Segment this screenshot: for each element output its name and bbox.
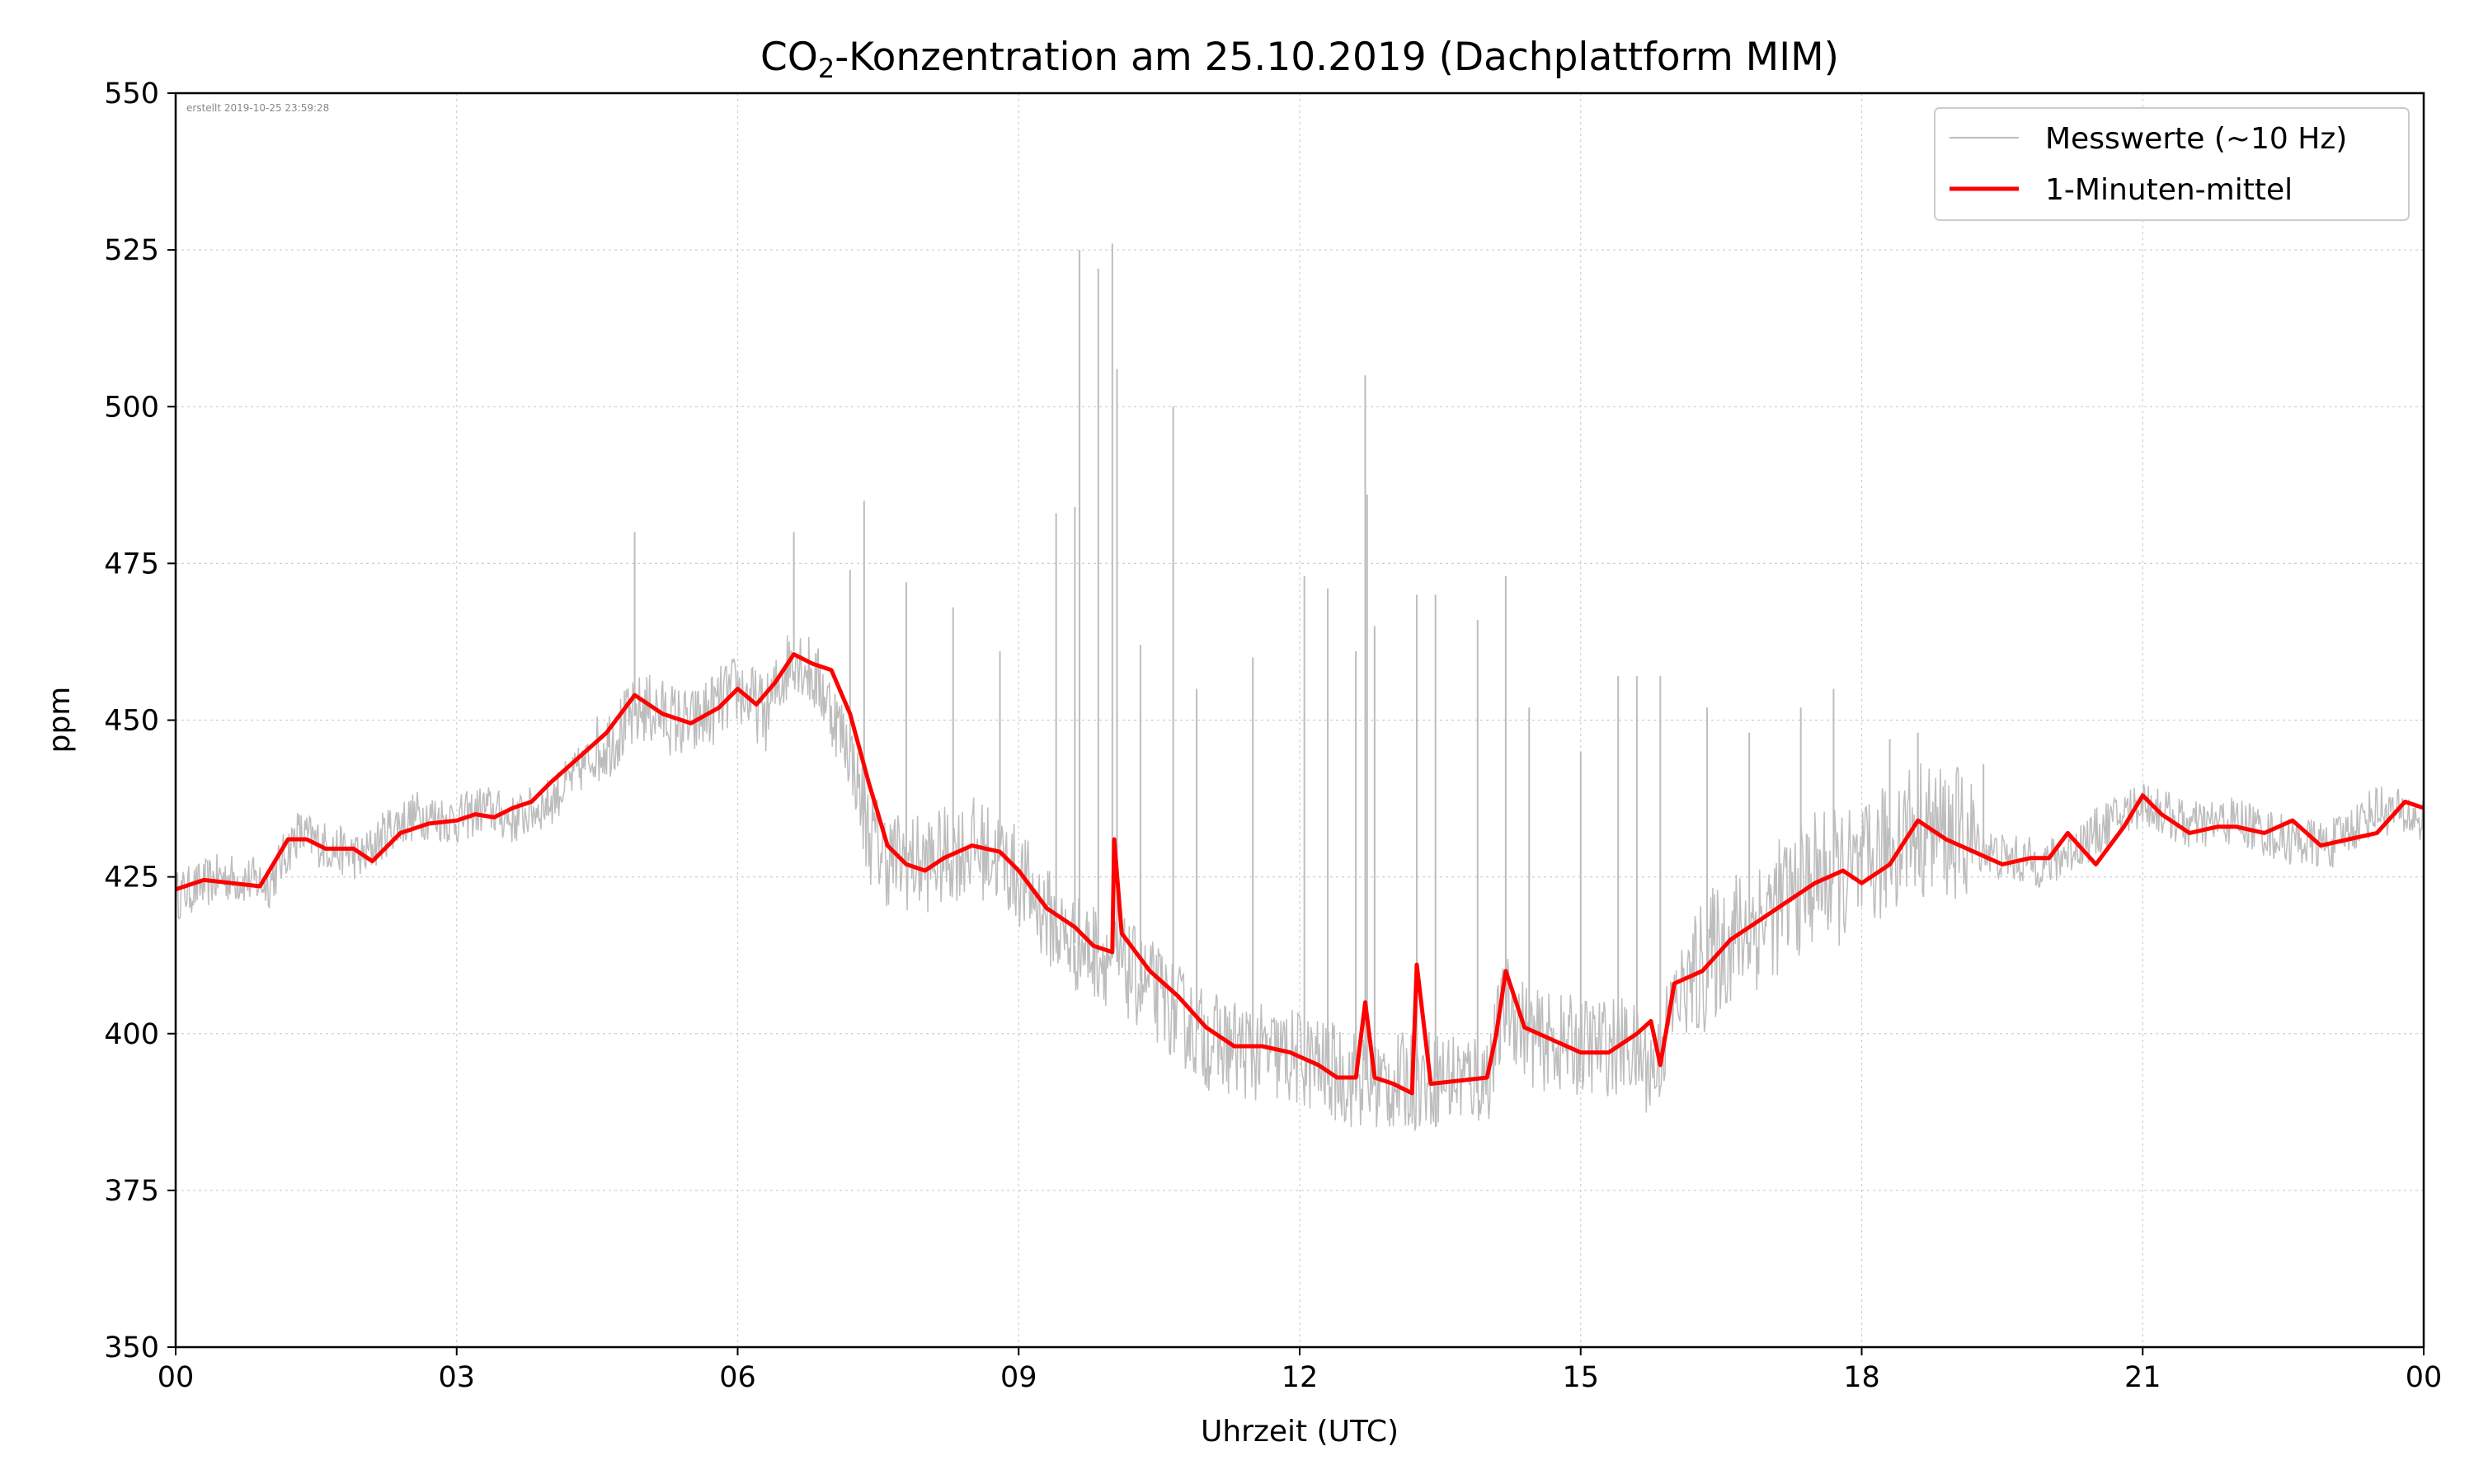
- x-tick-label: 09: [1000, 1361, 1037, 1394]
- y-tick-label: 525: [104, 234, 159, 267]
- legend: Messwerte (~10 Hz) 1-Minuten-mittel: [1934, 107, 2410, 221]
- x-tick-label: 15: [1562, 1361, 1599, 1394]
- x-tick-label: 18: [1843, 1361, 1880, 1394]
- x-tick-label: 00: [158, 1361, 195, 1394]
- y-tick-label: 550: [104, 77, 159, 110]
- y-tick-label: 450: [104, 705, 159, 738]
- raw-measurements-series: [175, 243, 2425, 1131]
- one-minute-mean-series: [175, 652, 2425, 1096]
- x-tick-label: 06: [719, 1361, 756, 1394]
- creation-stamp: erstellt 2019-10-25 23:59:28: [186, 102, 329, 114]
- y-tick-label: 475: [104, 547, 159, 580]
- y-tick-label: 500: [104, 391, 159, 424]
- legend-box: [1934, 107, 2410, 221]
- y-tick-label: 375: [104, 1175, 159, 1208]
- axis-ticks: 00 03 06 09 12 15 18 21 003503754004254504755005…: [104, 77, 2442, 1394]
- y-tick-label: 400: [104, 1018, 159, 1051]
- chart-title-subscript: 2: [818, 53, 835, 84]
- legend-label-mean: 1-Minuten-mittel: [2045, 173, 2293, 207]
- chart-title-main: CO: [760, 35, 818, 80]
- raw-series-line: [175, 635, 2425, 1131]
- chart-title: CO2-Konzentration am 25.10.2019 (Dachpla…: [760, 35, 1839, 84]
- x-axis-label: Uhrzeit (UTC): [1201, 1415, 1399, 1449]
- legend-label-raw: Messwerte (~10 Hz): [2045, 122, 2347, 156]
- chart-title-rest: -Konzentration am 25.10.2019 (Dachplattf…: [835, 35, 1839, 80]
- y-axis-label: ppm: [43, 687, 77, 754]
- y-tick-label: 350: [104, 1331, 159, 1364]
- x-tick-label: 21: [2124, 1361, 2161, 1394]
- x-tick-label: 00: [2406, 1361, 2443, 1394]
- x-tick-label: 12: [1282, 1361, 1319, 1394]
- mean-series-line: [175, 652, 2425, 1096]
- y-tick-label: 425: [104, 862, 159, 895]
- x-tick-label: 03: [438, 1361, 475, 1394]
